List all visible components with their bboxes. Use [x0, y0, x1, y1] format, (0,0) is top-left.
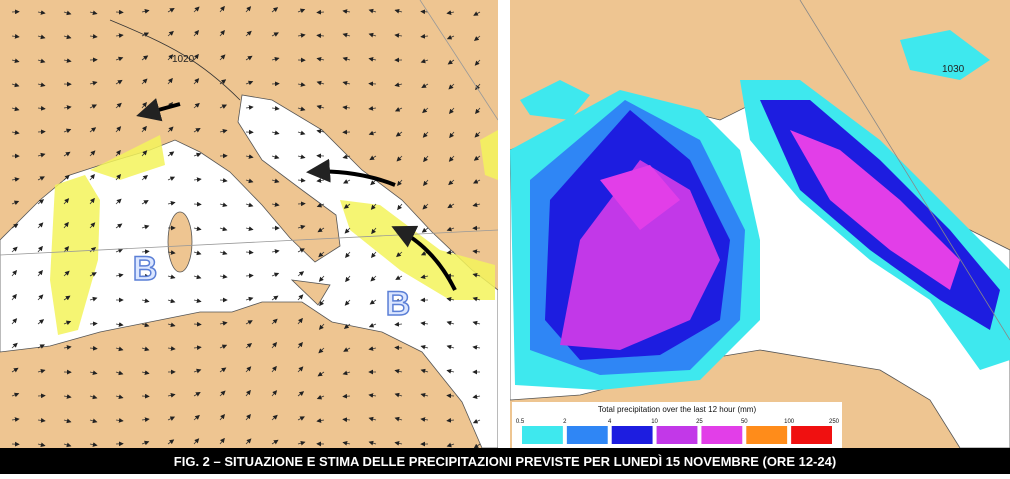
legend-title: Total precipitation over the last 12 hou…	[598, 405, 757, 414]
left-map: 1020 B B	[0, 0, 498, 448]
legend-swatch	[746, 426, 787, 444]
wind-arrow	[421, 11, 428, 12]
wind-arrow	[343, 396, 350, 397]
legend-tick-label: 100	[784, 419, 795, 425]
wind-arrow	[194, 324, 201, 325]
wind-arrow	[447, 395, 454, 396]
legend-tick-label: 50	[741, 419, 748, 425]
caption: FIG. 2 – SITUAZIONE E STIMA DELLE PRECIP…	[174, 454, 836, 469]
right-map: 1030	[510, 0, 1010, 448]
isobar-label: 1020	[172, 54, 195, 65]
legend-swatch	[791, 426, 832, 444]
legend-tick-label: 10	[651, 419, 658, 425]
legend-swatch	[522, 426, 563, 444]
color-legend: Total precipitation over the last 12 hou…	[512, 402, 842, 448]
legend-swatch	[567, 426, 608, 444]
wind-arrow	[90, 323, 97, 324]
isobar-label: 1030	[942, 64, 965, 75]
legend-tick-label: 0.5	[516, 419, 525, 425]
low-pressure-label: B	[133, 250, 158, 288]
island	[168, 212, 192, 272]
legend-swatch	[657, 426, 698, 444]
wind-arrow	[317, 12, 324, 13]
legend-swatch	[612, 426, 653, 444]
legend-tick-label: 250	[829, 419, 840, 425]
low-pressure-label: B	[386, 285, 411, 323]
legend-swatch	[701, 426, 742, 444]
legend-tick-label: 25	[696, 419, 703, 425]
